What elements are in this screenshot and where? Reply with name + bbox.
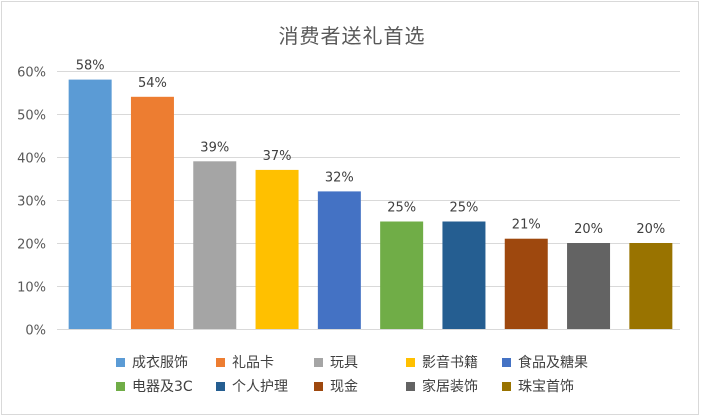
bar — [317, 191, 361, 329]
bar — [255, 169, 299, 329]
bar — [193, 161, 237, 329]
bar — [442, 221, 486, 329]
legend-item: 个人护理 — [216, 376, 314, 396]
legend-row-2: 电器及3C 个人护理 现金 家居装饰 珠宝首饰 — [116, 374, 656, 398]
legend-item: 家居装饰 — [406, 376, 502, 396]
legend-item: 影音书籍 — [406, 352, 502, 372]
y-tick-label: 10% — [17, 281, 46, 296]
y-tick-label: 50% — [17, 109, 46, 124]
legend-swatch — [216, 357, 225, 367]
legend-item: 成衣服饰 — [116, 352, 216, 372]
bar — [504, 238, 548, 329]
legend-label: 现金 — [330, 379, 358, 395]
y-tick-label: 30% — [17, 195, 46, 210]
legend-swatch — [314, 357, 323, 367]
y-tick-label: 0% — [25, 324, 46, 339]
y-tick-label: 40% — [17, 152, 46, 167]
legend-label: 食品及糖果 — [518, 355, 588, 371]
data-label: 37% — [263, 149, 292, 164]
chart-title: 消费者送礼首选 — [278, 24, 426, 48]
legend-item: 珠宝首饰 — [502, 376, 574, 396]
data-label: 32% — [325, 170, 354, 185]
legend-swatch — [406, 357, 415, 367]
legend: 成衣服饰 礼品卡 玩具 影音书籍 食品及糖果 电器及3C 个人护理 现金 家居装… — [116, 350, 656, 398]
data-label: 25% — [449, 201, 478, 216]
legend-item: 现金 — [314, 376, 406, 396]
legend-label: 成衣服饰 — [132, 355, 188, 371]
legend-label: 玩具 — [330, 355, 358, 371]
y-tick-label: 60% — [17, 66, 46, 81]
legend-label: 个人护理 — [232, 379, 288, 395]
data-label: 39% — [200, 140, 229, 155]
legend-label: 珠宝首饰 — [518, 379, 574, 395]
legend-label: 影音书籍 — [422, 355, 478, 371]
data-label: 21% — [512, 218, 541, 233]
legend-swatch — [502, 357, 511, 367]
legend-item: 电器及3C — [116, 376, 216, 396]
legend-swatch — [406, 381, 415, 391]
legend-label: 礼品卡 — [232, 355, 274, 371]
legend-row-1: 成衣服饰 礼品卡 玩具 影音书籍 食品及糖果 — [116, 350, 656, 374]
legend-swatch — [502, 381, 511, 391]
data-label: 58% — [76, 59, 105, 74]
data-label: 20% — [636, 222, 665, 237]
legend-swatch — [314, 381, 323, 391]
legend-label: 电器及3C — [132, 379, 193, 395]
legend-swatch — [216, 381, 225, 391]
legend-item: 礼品卡 — [216, 352, 314, 372]
bar — [68, 79, 112, 329]
data-label: 20% — [574, 222, 603, 237]
bar — [130, 96, 174, 329]
y-tick-label: 20% — [17, 238, 46, 253]
legend-swatch — [116, 357, 125, 367]
legend-swatch — [116, 381, 125, 391]
bar — [567, 243, 611, 329]
bar — [380, 221, 424, 329]
data-label: 54% — [138, 76, 167, 91]
legend-label: 家居装饰 — [422, 379, 478, 395]
legend-item: 食品及糖果 — [502, 352, 588, 372]
data-label: 25% — [387, 201, 416, 216]
legend-item: 玩具 — [314, 352, 406, 372]
bar — [629, 243, 673, 329]
